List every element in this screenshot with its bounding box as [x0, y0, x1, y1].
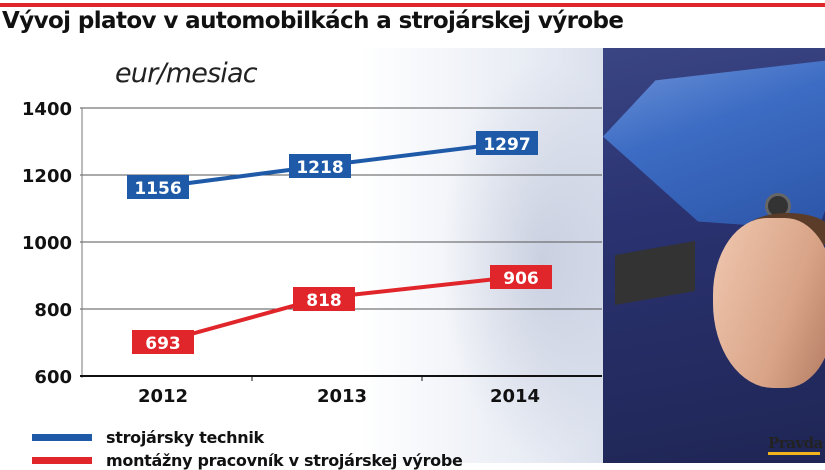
- data-label-box: [289, 154, 351, 178]
- y-tick-label: 600: [34, 367, 72, 388]
- x-tick-label: 2012: [138, 386, 188, 407]
- legend-swatch-red: [32, 457, 92, 464]
- y-tick-label: 1200: [22, 166, 72, 187]
- data-label-box: [127, 175, 189, 199]
- x-tick-label: 2013: [317, 386, 367, 407]
- worker-face: [713, 218, 825, 388]
- logo-underline: [768, 452, 820, 455]
- y-tick-label: 800: [34, 300, 72, 321]
- data-label: 906: [503, 269, 539, 289]
- top-accent-bar: [0, 3, 825, 7]
- data-label-box: [293, 287, 355, 311]
- data-label: 693: [145, 334, 181, 354]
- data-label-box: [490, 265, 552, 289]
- data-label: 818: [306, 291, 342, 311]
- legend-item-montazny: montážny pracovník v strojárskej výrobe: [32, 451, 463, 470]
- x-tick-label: 2014: [490, 386, 540, 407]
- data-label: 1156: [134, 179, 181, 199]
- chart-title: Vývoj platov v automobilkách a strojársk…: [2, 8, 624, 34]
- data-label-box: [476, 131, 538, 155]
- data-label-box: [132, 330, 194, 354]
- legend-label: montážny pracovník v strojárskej výrobe: [106, 451, 463, 470]
- legend-label: strojársky technik: [106, 428, 264, 447]
- welder-photo: [603, 48, 825, 463]
- y-tick-label: 1000: [22, 233, 72, 254]
- y-tick-label: 1400: [22, 99, 72, 120]
- data-label: 1218: [296, 158, 343, 178]
- data-label: 1297: [483, 135, 530, 155]
- legend-item-technik: strojársky technik: [32, 428, 264, 447]
- pravda-logo: Pravda: [768, 434, 823, 452]
- y-axis-unit-label: eur/mesiac: [115, 58, 258, 89]
- legend-swatch-blue: [32, 434, 92, 441]
- background-worker-image: [440, 60, 610, 460]
